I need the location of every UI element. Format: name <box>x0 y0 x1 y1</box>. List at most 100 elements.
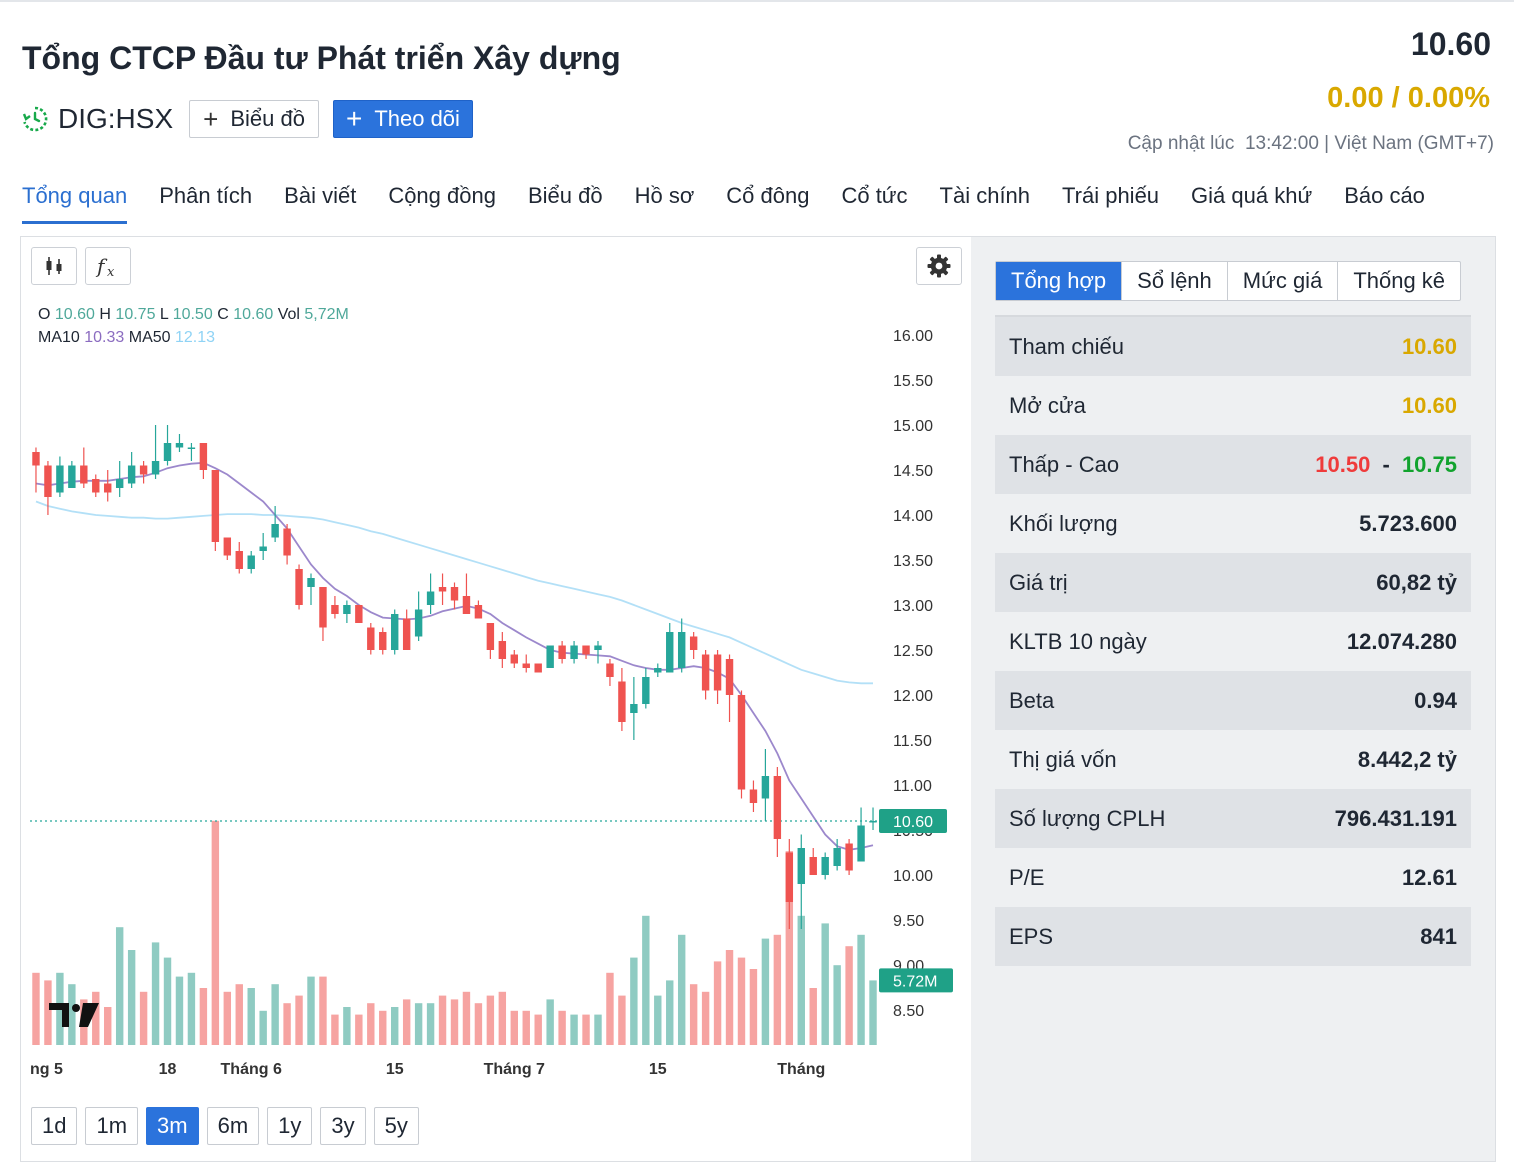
candle <box>498 632 507 668</box>
price-tick-label: 13.50 <box>893 553 933 570</box>
candle <box>582 645 590 659</box>
timeframe-5y[interactable]: 5y <box>373 1107 419 1145</box>
candle <box>32 447 40 493</box>
candle <box>522 654 530 673</box>
volume-bar <box>474 1003 483 1045</box>
volume-bars <box>32 820 877 1045</box>
candle <box>857 807 865 862</box>
timeframe-3m[interactable]: 3m <box>146 1107 199 1145</box>
volume-bar <box>773 934 782 1045</box>
candle <box>271 506 279 542</box>
timeframe-3y[interactable]: 3y <box>320 1107 366 1145</box>
high-value: 10.75 <box>1401 451 1457 477</box>
tab-shareholders[interactable]: Cổ đông <box>726 183 810 208</box>
tab-statistics[interactable]: Thống kê <box>1337 262 1460 300</box>
candle <box>833 839 841 871</box>
follow-button[interactable]: + Theo dõi <box>332 100 473 138</box>
follow-label: Theo dõi <box>374 106 460 131</box>
candle <box>115 461 124 497</box>
chart-type-button[interactable] <box>31 247 77 285</box>
open-value: 10.60 <box>54 306 95 323</box>
tab-dividends[interactable]: Cổ tức <box>841 183 908 208</box>
volume-bar <box>271 984 279 1045</box>
tab-community[interactable]: Cộng đồng <box>388 183 496 208</box>
high-label: H <box>99 306 111 323</box>
volume-bar <box>845 946 853 1045</box>
candle <box>367 623 375 655</box>
tradingview-logo <box>49 1003 99 1027</box>
ma50-value: 12.13 <box>175 329 216 346</box>
ma50-path <box>35 500 873 685</box>
timeframe-6m[interactable]: 6m <box>206 1107 260 1145</box>
stat-label: Thấp - Cao <box>1009 451 1120 477</box>
tab-chart[interactable]: Biểu đồ <box>527 183 603 208</box>
candle <box>175 434 184 452</box>
volume-bar <box>701 991 710 1045</box>
candle <box>343 600 351 623</box>
ma10-line <box>35 461 874 851</box>
timeframe-1d[interactable]: 1d <box>31 1107 78 1145</box>
ohlc-legend: O 10.60 H 10.75 L 10.50 C 10.60 Vol 5,72… <box>38 303 349 349</box>
candle <box>618 668 626 731</box>
stat-label: Thị giá vốn <box>1009 746 1117 772</box>
volume-bar <box>677 934 686 1045</box>
volume-bar <box>199 988 208 1045</box>
function-fx-icon: f x <box>95 254 115 279</box>
time-tick-label: 15 <box>649 1061 667 1078</box>
candle <box>809 848 817 875</box>
price-tick-label: 11.50 <box>893 733 932 750</box>
tab-reports[interactable]: Báo cáo <box>1344 183 1425 208</box>
candlestick-icon <box>46 257 62 275</box>
stat-label: EPS <box>1009 923 1054 949</box>
top-border <box>0 0 1514 2</box>
volume-bar <box>534 1014 542 1045</box>
candle <box>355 605 363 623</box>
stat-value: 12.61 <box>1401 864 1457 890</box>
volume-bar <box>546 999 554 1045</box>
current-price: 10.60 <box>1410 26 1491 62</box>
tab-price-levels[interactable]: Mức giá <box>1226 262 1338 300</box>
volume-bar <box>821 923 829 1045</box>
price-chart[interactable]: 16.00 15.50 15.00 14.50 14.00 13.50 13.00 12.50… <box>21 237 971 1097</box>
candle <box>68 461 76 488</box>
overview-panel: f x 16.00 15.50 15.00 14.50 14. <box>20 236 1496 1162</box>
tab-financials[interactable]: Tài chính <box>939 183 1031 208</box>
tab-articles[interactable]: Bài viết <box>284 183 357 208</box>
volume-bar <box>151 942 160 1045</box>
volume-bar <box>402 999 411 1045</box>
stat-label: Beta <box>1009 687 1055 713</box>
last-volume-tag <box>879 968 953 993</box>
timeframe-1m[interactable]: 1m <box>85 1107 139 1145</box>
volume-bar <box>379 1010 387 1045</box>
tab-bonds[interactable]: Trái phiếu <box>1062 183 1160 208</box>
candle <box>510 650 518 668</box>
stat-eps: EPS 841 <box>995 907 1471 966</box>
timeframe-1y[interactable]: 1y <box>267 1107 313 1145</box>
tab-history[interactable]: Giá quá khứ <box>1191 183 1313 208</box>
volume-bar <box>68 984 76 1045</box>
indicators-button[interactable]: f x <box>85 247 131 285</box>
candle <box>319 587 327 641</box>
volume-bar <box>498 991 507 1045</box>
candle <box>570 641 578 664</box>
price-tick-label: 12.50 <box>893 643 933 660</box>
tab-summary[interactable]: Tổng hợp <box>996 262 1122 300</box>
last-price-tag-label: 10.60 <box>893 814 933 831</box>
volume-bar <box>486 995 495 1045</box>
volume-bar <box>343 1007 351 1045</box>
stat-volume: Khối lượng 5.723.600 <box>995 494 1471 553</box>
ma50-label: MA50 <box>128 329 171 346</box>
timeframe-selector: 1d 1m 3m 6m 1y 3y 5y <box>31 1107 427 1145</box>
tab-profile[interactable]: Hồ sơ <box>634 183 695 208</box>
candle <box>749 780 758 812</box>
tab-order-book[interactable]: Sổ lệnh <box>1121 262 1227 300</box>
add-to-chart-button[interactable]: + Biểu đồ <box>189 100 319 138</box>
volume-bar <box>510 1010 518 1045</box>
stat-value: 8.442,2 tỷ <box>1357 746 1457 772</box>
tab-analysis[interactable]: Phân tích <box>159 183 253 208</box>
ma50-line <box>35 500 873 685</box>
range-dash: - <box>1382 451 1390 477</box>
chart-settings-button[interactable] <box>916 247 962 285</box>
close-value: 10.60 <box>233 306 274 323</box>
tab-overview[interactable]: Tổng quan <box>22 183 128 224</box>
